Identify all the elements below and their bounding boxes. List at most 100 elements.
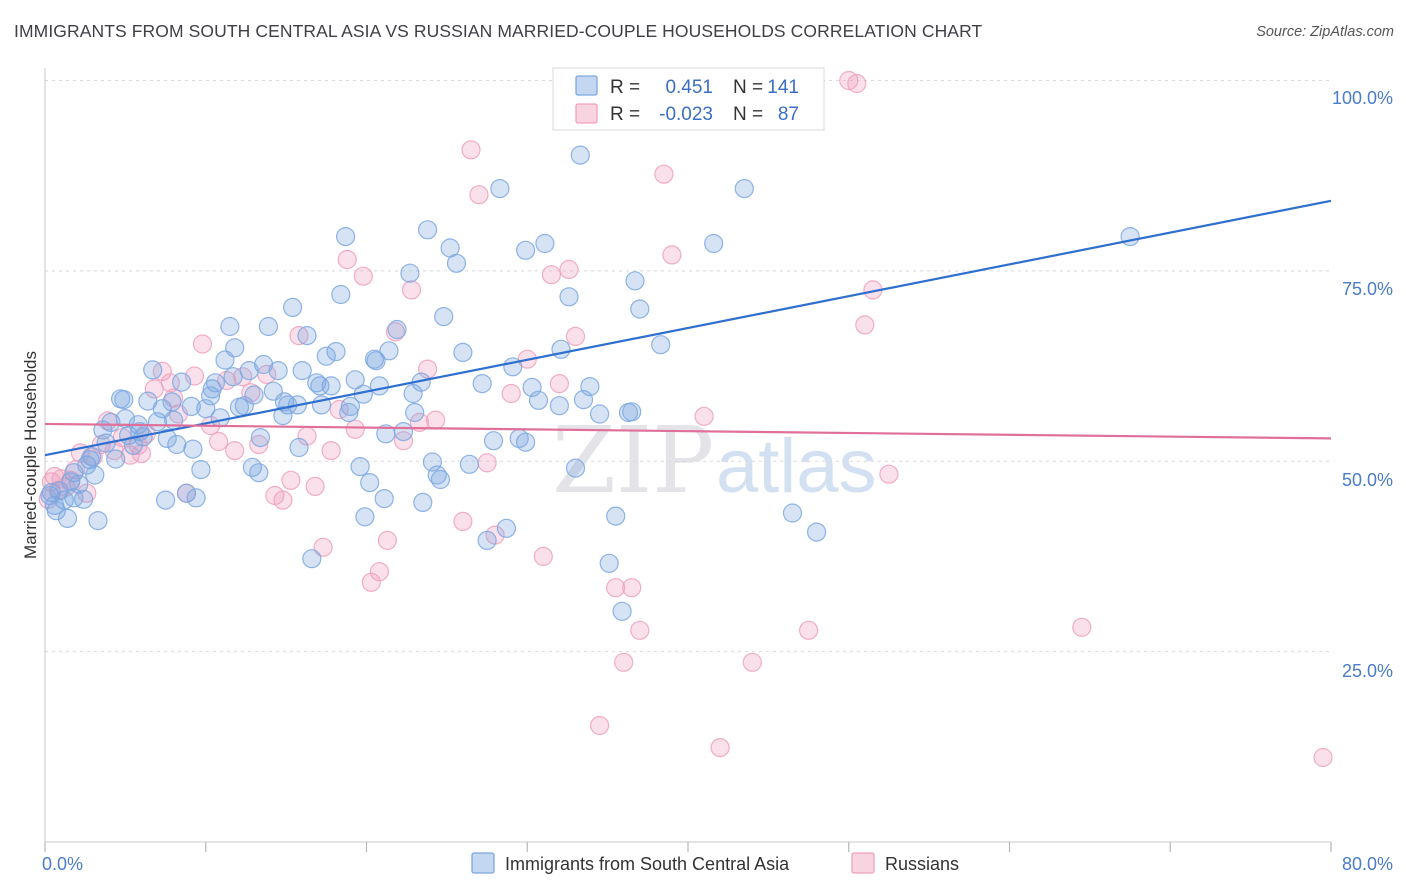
point-south-central-asia-113 <box>806 522 827 542</box>
point-russians-75 <box>742 652 762 672</box>
legend-r-value-1: -0.023 <box>659 104 713 125</box>
point-russians-46 <box>369 562 389 582</box>
point-south-central-asia-5 <box>57 508 78 529</box>
point-south-central-asia-39 <box>210 408 230 428</box>
point-south-central-asia-142 <box>41 482 62 503</box>
legend-r-value-0: 0.451 <box>665 77 713 98</box>
point-south-central-asia-86 <box>453 342 473 362</box>
legend-r-label-0: R = <box>610 77 640 98</box>
point-russians-69 <box>630 620 650 640</box>
point-south-central-asia-30 <box>167 434 187 455</box>
y-tick-label-25: 25.0% <box>1342 661 1393 681</box>
point-south-central-asia-61 <box>316 346 336 366</box>
point-south-central-asia-129 <box>430 469 450 490</box>
russians-points <box>38 70 1333 768</box>
point-south-central-asia-116 <box>403 383 423 404</box>
point-south-central-asia-65 <box>336 227 356 247</box>
point-south-central-asia-58 <box>302 549 322 569</box>
point-russians-28 <box>225 441 245 461</box>
y-tick-label-50: 50.0% <box>1342 470 1393 490</box>
y-tick-label-100: 100.0% <box>1332 88 1393 108</box>
point-russians-82 <box>1072 617 1092 637</box>
point-south-central-asia-72 <box>369 376 389 396</box>
point-russians-71 <box>654 164 674 184</box>
point-south-central-asia-63 <box>326 342 346 362</box>
gridlines <box>45 80 1331 653</box>
point-russians-44 <box>353 266 373 286</box>
correlation-legend: R = 0.451 N = 141 R = -0.023 N = 87 <box>552 67 825 131</box>
point-russians-68 <box>622 578 642 598</box>
point-south-central-asia-108 <box>630 299 650 319</box>
point-south-central-asia-47 <box>249 463 269 483</box>
point-south-central-asia-28 <box>157 428 177 448</box>
point-south-central-asia-16 <box>101 412 121 432</box>
point-south-central-asia-111 <box>734 179 754 199</box>
point-south-central-asia-131 <box>515 432 536 452</box>
chart-title: IMMIGRANTS FROM SOUTH CENTRAL ASIA VS RU… <box>14 21 983 41</box>
point-russians-85 <box>131 444 151 464</box>
correlation-legend-box <box>552 67 825 131</box>
point-russians-56 <box>469 185 489 205</box>
point-south-central-asia-98 <box>551 339 571 359</box>
point-south-central-asia-75 <box>387 319 407 340</box>
point-south-central-asia-59 <box>307 373 327 393</box>
point-russians-63 <box>549 374 570 394</box>
point-russians-50 <box>401 280 422 300</box>
point-south-central-asia-35 <box>191 460 211 480</box>
point-south-central-asia-34 <box>186 488 206 508</box>
point-south-central-asia-134 <box>622 402 642 422</box>
point-south-central-asia-32 <box>176 483 197 503</box>
point-russians-76 <box>798 620 819 640</box>
point-russians-43 <box>345 419 365 439</box>
point-south-central-asia-135 <box>183 439 203 459</box>
point-russians-34 <box>273 490 293 510</box>
point-south-central-asia-120 <box>64 488 84 508</box>
point-south-central-asia-83 <box>434 307 454 327</box>
point-south-central-asia-136 <box>156 490 176 510</box>
point-russians-84 <box>614 652 634 672</box>
legend-swatch-south-central-asia <box>575 75 598 96</box>
south-central-asia-points <box>40 145 1140 621</box>
point-south-central-asia-73 <box>374 489 394 509</box>
point-south-central-asia-33 <box>181 396 201 416</box>
point-russians-38 <box>305 476 325 496</box>
point-south-central-asia-128 <box>376 424 396 444</box>
point-south-central-asia-80 <box>418 220 438 240</box>
y-tick-label-75: 75.0% <box>1342 279 1393 299</box>
legend-swatch-russians <box>575 103 598 124</box>
point-south-central-asia-27 <box>152 399 172 419</box>
point-south-central-asia-126 <box>310 376 330 396</box>
point-south-central-asia-90 <box>490 179 510 199</box>
legend-r-label-1: R = <box>610 104 640 125</box>
point-south-central-asia-118 <box>202 379 222 399</box>
point-russians-45 <box>361 572 381 592</box>
point-russians-61 <box>533 546 553 567</box>
point-south-central-asia-97 <box>535 233 555 254</box>
point-russians-39 <box>313 537 333 557</box>
point-south-central-asia-11 <box>81 447 102 467</box>
point-south-central-asia-67 <box>345 370 365 390</box>
point-south-central-asia-17 <box>106 449 126 469</box>
point-russians-64 <box>559 259 579 279</box>
point-south-central-asia-100 <box>565 458 586 478</box>
point-south-central-asia-2 <box>46 501 66 521</box>
point-south-central-asia-140 <box>366 351 386 371</box>
point-south-central-asia-52 <box>273 406 293 426</box>
point-south-central-asia-102 <box>580 377 600 397</box>
point-south-central-asia-138 <box>289 437 309 458</box>
series-legend-swatch-russians <box>851 852 875 874</box>
point-south-central-asia-122 <box>114 390 134 410</box>
legend-n-label-0: N = <box>733 77 763 98</box>
point-south-central-asia-107 <box>625 271 645 291</box>
point-south-central-asia-87 <box>459 454 479 474</box>
point-south-central-asia-137 <box>242 457 262 477</box>
point-south-central-asia-64 <box>331 284 351 305</box>
point-south-central-asia-91 <box>496 518 516 538</box>
point-russians-67 <box>606 578 626 598</box>
point-south-central-asia-74 <box>379 341 399 361</box>
point-russians-59 <box>501 383 521 404</box>
point-russians-42 <box>337 249 357 270</box>
series-legend-label-south-central-asia: Immigrants from South Central Asia <box>505 854 790 874</box>
point-south-central-asia-48 <box>254 354 274 375</box>
point-south-central-asia-115 <box>413 492 433 512</box>
